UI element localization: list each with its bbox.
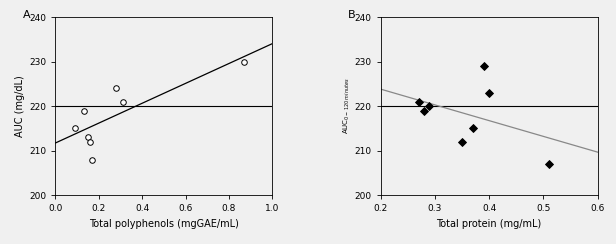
Point (484, 91, 494, 95)
Point (544, 162, 554, 166)
Point (419, 109, 429, 112)
Text: A: A (23, 10, 31, 20)
Y-axis label: AUC (mg/dL): AUC (mg/dL) (15, 75, 25, 137)
X-axis label: Total protein (mg/mL): Total protein (mg/mL) (437, 219, 541, 229)
Point (83, 135, 93, 139)
Point (70, 126, 80, 130)
Point (414, 100, 424, 104)
Text: B: B (348, 10, 356, 20)
Point (118, 100, 128, 104)
Point (457, 140, 467, 144)
Point (479, 64, 488, 68)
Point (239, 60, 249, 63)
Point (79, 109, 89, 112)
Point (111, 86, 121, 90)
Point (87, 158, 97, 162)
Point (85, 140, 95, 144)
Point (468, 126, 478, 130)
Y-axis label: AUC$_{0-120\ minutes}$: AUC$_{0-120\ minutes}$ (341, 78, 352, 134)
X-axis label: Total polyphenols (mgGAE/mL): Total polyphenols (mgGAE/mL) (89, 219, 239, 229)
Point (424, 104, 434, 108)
